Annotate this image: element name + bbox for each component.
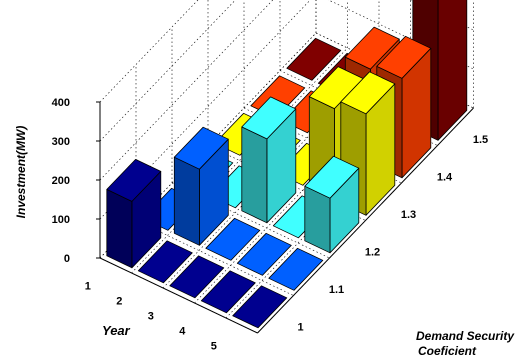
bar-year2-coef1	[137, 240, 193, 284]
bar-side-face	[241, 126, 268, 224]
bar-top-face	[344, 26, 400, 70]
x-tick-label: 3	[148, 311, 154, 323]
bar-year3-coef1.1	[205, 217, 261, 261]
bar-top-face	[200, 270, 256, 314]
z-tick-label: 0	[64, 253, 70, 265]
bar-year3-coef1	[169, 255, 225, 299]
bar-top-face	[241, 96, 297, 140]
bar-year5-coef1.5	[412, 0, 468, 141]
bar-top-face	[286, 37, 342, 81]
x-tick-label: 1	[85, 281, 91, 293]
bar-top-face	[376, 35, 432, 79]
z-tick-label: 100	[52, 214, 70, 226]
bar-year2-coef1.1	[173, 126, 229, 246]
grid-line-y-floor	[135, 220, 294, 296]
bar-top-face	[340, 71, 396, 115]
bar-year3-coef1.2	[241, 96, 297, 224]
x-axis-line	[99, 257, 258, 334]
bar-year4-coef1.1	[236, 232, 292, 276]
bar-top-face	[169, 255, 225, 299]
x-tick-label: 2	[116, 296, 122, 308]
bar-year1-coef1	[106, 158, 162, 269]
bar-side-face	[173, 156, 200, 246]
bars	[106, 0, 468, 329]
bar-top-face	[232, 285, 288, 329]
y-tick-label: 1.1	[329, 284, 344, 296]
x-axis-label: Year	[102, 323, 131, 338]
bar-year5-coef1.2	[304, 155, 360, 254]
bar-year4-coef1	[200, 270, 256, 314]
bar-year5-coef1	[232, 285, 288, 329]
bar-top-face	[205, 217, 261, 261]
y-tick-label: 1.3	[401, 209, 416, 221]
axes	[96, 101, 474, 334]
x-tick-label: 4	[179, 326, 186, 338]
z-tick-label: 400	[52, 97, 70, 109]
y-tick-label: 1.4	[437, 171, 453, 183]
bar-year1-coef1.5	[286, 37, 342, 81]
bar-top-face	[236, 232, 292, 276]
bar-top-face	[173, 126, 229, 170]
x-tick-label: 5	[211, 341, 217, 353]
z-axis-label: Investment(MW)	[14, 126, 28, 219]
bar-year5-coef1.1	[268, 247, 324, 291]
y-axis-line	[257, 107, 474, 334]
y-tick-label: 1	[297, 321, 303, 333]
bar-top-face	[268, 247, 324, 291]
y-tick-label: 1.5	[473, 134, 488, 146]
tick-labels: 0 100 200 300 400 1 2 3 4 5 1 1.1 1.2 1.3 1.4 1.5	[52, 97, 489, 353]
z-tick-label: 200	[52, 175, 70, 187]
bar-side-face	[106, 188, 133, 269]
bar-top-face	[304, 155, 360, 199]
bar-top-face	[106, 158, 162, 202]
y-axis-label-line1: Demand Security	[416, 329, 515, 343]
bar-top-face	[137, 240, 193, 284]
z-tick-label: 300	[52, 136, 70, 148]
y-axis-label-line2: Coeficient	[418, 344, 477, 358]
y-tick-label: 1.2	[365, 246, 380, 258]
